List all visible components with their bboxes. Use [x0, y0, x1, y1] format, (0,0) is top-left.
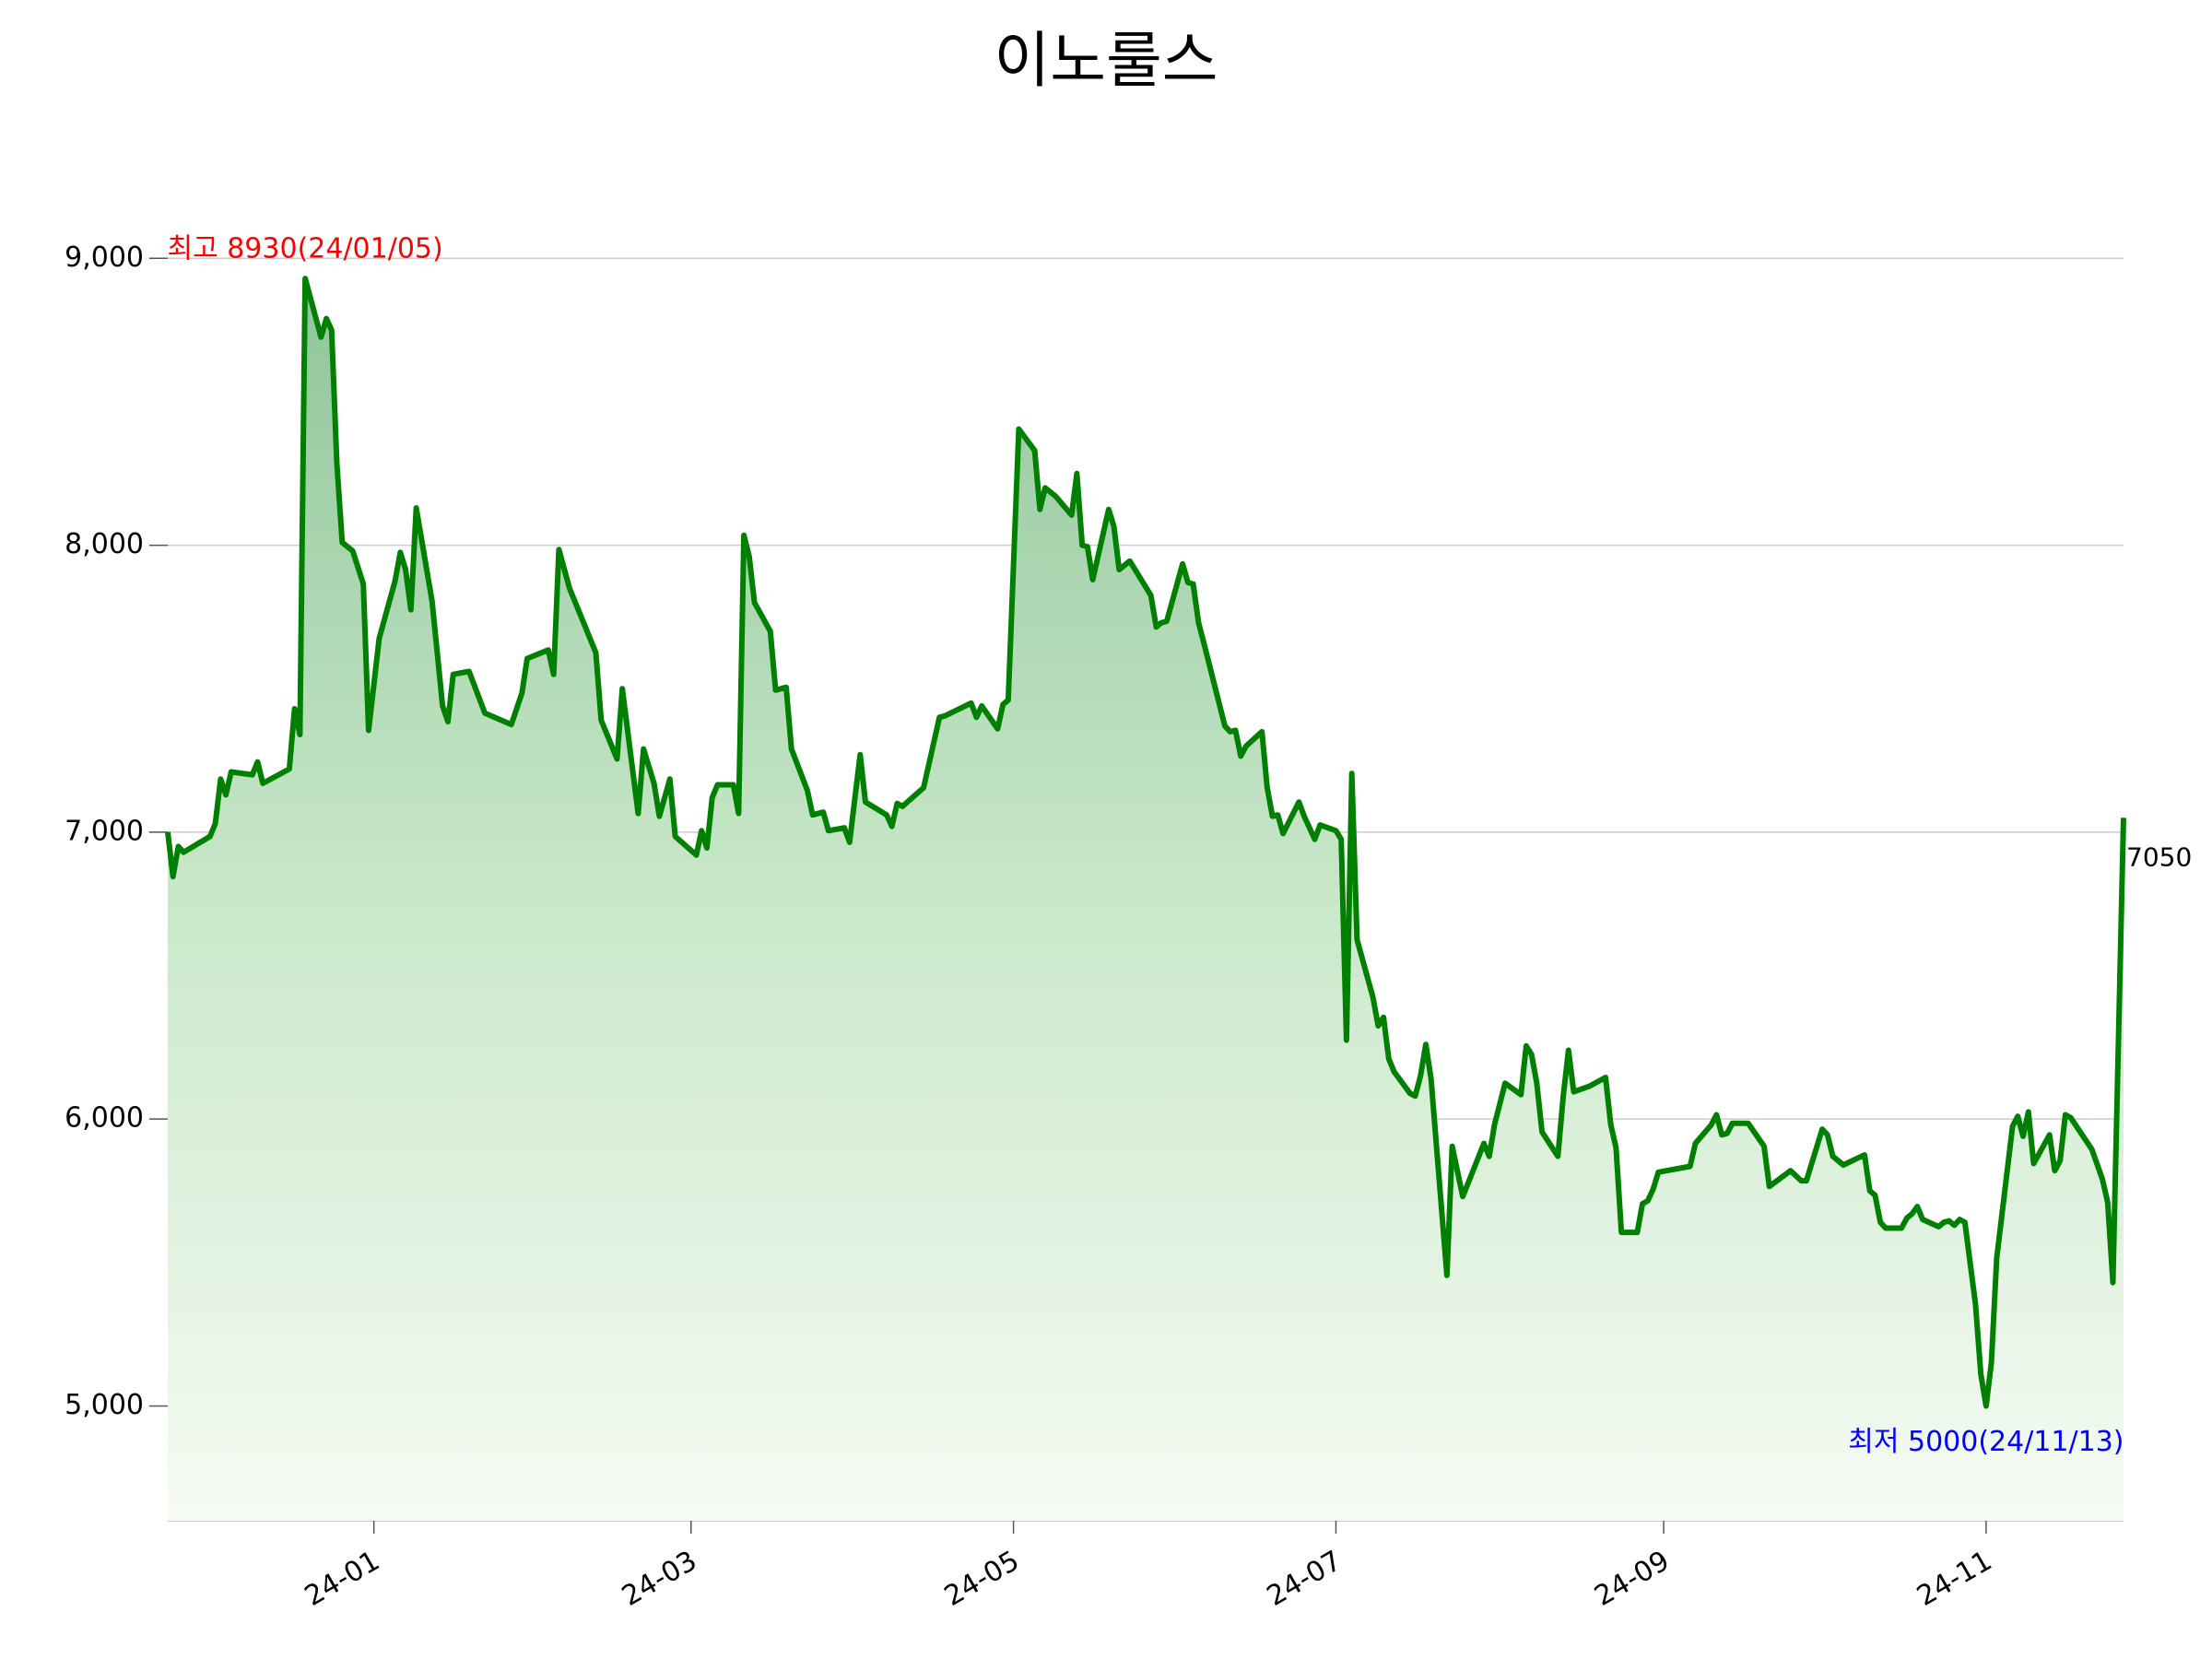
y-tick-label: 9,000	[65, 241, 144, 274]
last-value-label: 7050	[2126, 841, 2192, 872]
y-tick-label: 7,000	[65, 815, 144, 847]
min-annotation: 최저 5000(24/11/13)	[1848, 1426, 2124, 1458]
x-tick-label: 24-03	[617, 1545, 702, 1613]
x-tick-label: 24-01	[300, 1545, 385, 1613]
max-annotation: 최고 8930(24/01/05)	[167, 233, 442, 265]
y-tick-label: 5,000	[65, 1389, 144, 1421]
x-tick-label: 24-05	[939, 1545, 1025, 1613]
x-tick-label: 24-11	[1912, 1545, 1997, 1613]
chart-title: 이노룰스	[994, 25, 1218, 96]
y-tick-label: 6,000	[65, 1102, 144, 1135]
x-tick-label: 24-07	[1262, 1545, 1347, 1613]
x-tick-label: 24-09	[1589, 1545, 1675, 1613]
area	[168, 278, 2124, 1522]
price-line	[165, 276, 2126, 1409]
y-tick-label: 8,000	[65, 528, 144, 560]
